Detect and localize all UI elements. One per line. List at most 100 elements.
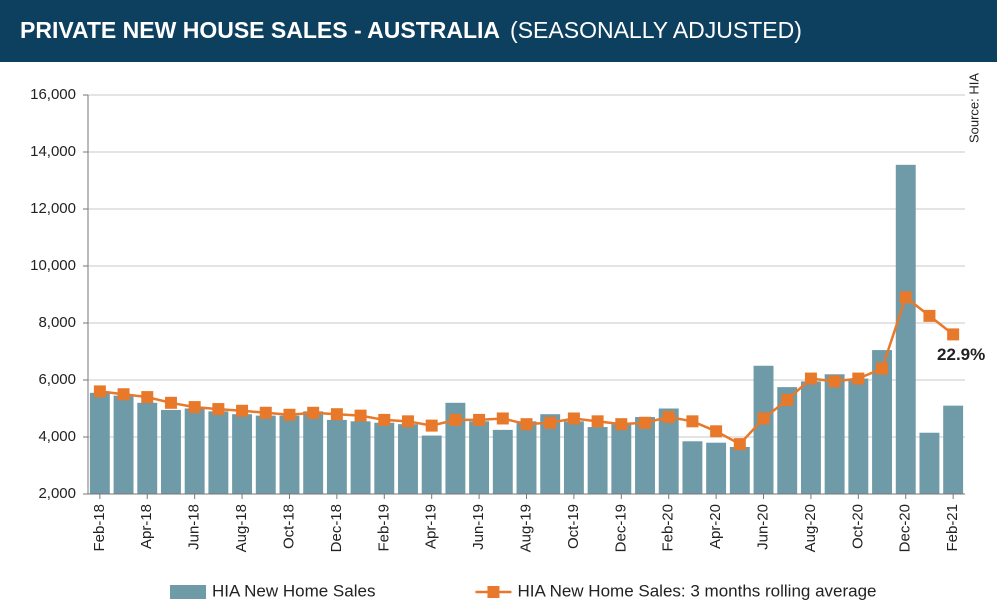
legend-label: HIA New Home Sales xyxy=(212,581,375,600)
bar xyxy=(943,405,964,494)
line-marker xyxy=(591,415,604,428)
bar xyxy=(89,392,110,494)
line-marker xyxy=(212,403,225,416)
legend-swatch xyxy=(487,586,500,598)
bar xyxy=(682,441,703,494)
bar xyxy=(398,424,418,494)
line-marker xyxy=(852,372,865,385)
line-marker xyxy=(236,404,249,417)
source-note: Source: HIA xyxy=(966,73,981,143)
line-marker xyxy=(733,438,746,451)
line-marker xyxy=(307,406,320,419)
x-tick-label: Aug-20 xyxy=(802,504,819,552)
line-marker xyxy=(473,413,486,426)
header-bar xyxy=(0,0,997,62)
bar xyxy=(469,421,490,494)
bar xyxy=(350,421,371,494)
legend-label: HIA New Home Sales: 3 months rolling ave… xyxy=(517,581,876,600)
bar xyxy=(279,415,300,494)
bar xyxy=(753,365,774,494)
bar xyxy=(255,415,276,494)
line-marker xyxy=(188,401,201,414)
line-marker xyxy=(449,413,462,426)
bar xyxy=(113,395,134,494)
x-tick-label: Apr-20 xyxy=(707,504,724,549)
line-marker xyxy=(520,418,533,431)
x-tick-label: Jun-19 xyxy=(470,504,487,550)
x-tick-label: Feb-20 xyxy=(660,504,677,552)
annotation: 22.9% xyxy=(937,345,985,364)
line-marker xyxy=(639,416,652,429)
bar xyxy=(729,446,750,494)
line-marker xyxy=(686,415,699,428)
chart-heading: PRIVATE NEW HOUSE SALES - AUSTRALIA (SEAS… xyxy=(20,17,802,43)
x-tick-label: Feb-21 xyxy=(944,504,961,552)
line-marker xyxy=(117,388,130,401)
x-tick-label: Feb-18 xyxy=(91,504,108,552)
x-tick-label: Apr-18 xyxy=(138,504,155,549)
y-tick-label: 14,000 xyxy=(30,143,76,160)
x-tick-label: Oct-18 xyxy=(280,504,297,549)
bar xyxy=(587,427,608,494)
bar xyxy=(326,419,347,494)
bar xyxy=(208,411,229,494)
line-marker xyxy=(710,425,723,438)
bar xyxy=(824,374,845,494)
x-tick-label: Feb-19 xyxy=(375,504,392,552)
line-marker xyxy=(93,385,106,398)
bar xyxy=(374,422,395,494)
y-tick-label: 16,000 xyxy=(30,86,76,103)
line-marker xyxy=(330,408,343,421)
line-marker xyxy=(828,375,841,388)
bar xyxy=(872,350,892,494)
bar xyxy=(800,381,821,494)
line-marker xyxy=(354,409,367,422)
chart-subtitle: (SEASONALLY ADJUSTED) xyxy=(510,17,802,43)
line-marker xyxy=(164,396,177,409)
line-marker xyxy=(567,412,580,425)
bar xyxy=(303,411,324,494)
line-marker xyxy=(947,328,960,341)
x-tick-label: Apr-19 xyxy=(423,504,440,549)
x-tick-label: Jun-18 xyxy=(186,504,203,550)
line-marker xyxy=(283,408,296,421)
bar xyxy=(895,164,916,494)
bar xyxy=(161,409,181,494)
line-marker xyxy=(259,406,272,419)
bar xyxy=(540,414,561,494)
bar xyxy=(492,429,513,494)
line-marker xyxy=(378,413,391,426)
x-tick-label: Jun-20 xyxy=(754,504,771,550)
y-tick-label: 2,000 xyxy=(38,485,76,502)
line-marker xyxy=(401,415,414,428)
line-marker xyxy=(425,419,438,432)
bar xyxy=(706,442,727,494)
x-tick-label: Dec-18 xyxy=(328,504,345,552)
line-marker xyxy=(141,391,154,404)
chart-title: PRIVATE NEW HOUSE SALES - AUSTRALIA xyxy=(20,17,500,43)
line-marker xyxy=(876,362,889,375)
line-marker xyxy=(804,372,817,385)
x-tick-label: Aug-18 xyxy=(233,504,250,552)
x-tick-label: Oct-20 xyxy=(849,504,866,549)
bar xyxy=(516,421,537,494)
line-marker xyxy=(923,309,936,322)
line-marker xyxy=(662,411,675,424)
bar xyxy=(232,414,253,494)
y-tick-label: 8,000 xyxy=(38,314,76,331)
legend-swatch xyxy=(170,585,206,599)
bar xyxy=(184,408,205,494)
line-marker xyxy=(781,393,794,406)
bar xyxy=(611,424,632,494)
x-tick-label: Aug-19 xyxy=(517,504,534,552)
bar xyxy=(635,417,655,494)
bar xyxy=(777,387,798,494)
line-marker xyxy=(544,416,557,429)
x-tick-label: Oct-19 xyxy=(565,504,582,549)
bar xyxy=(919,432,940,494)
line-marker xyxy=(757,412,770,425)
bar xyxy=(421,435,442,494)
y-tick-label: 6,000 xyxy=(38,371,76,388)
line-marker xyxy=(615,418,628,431)
